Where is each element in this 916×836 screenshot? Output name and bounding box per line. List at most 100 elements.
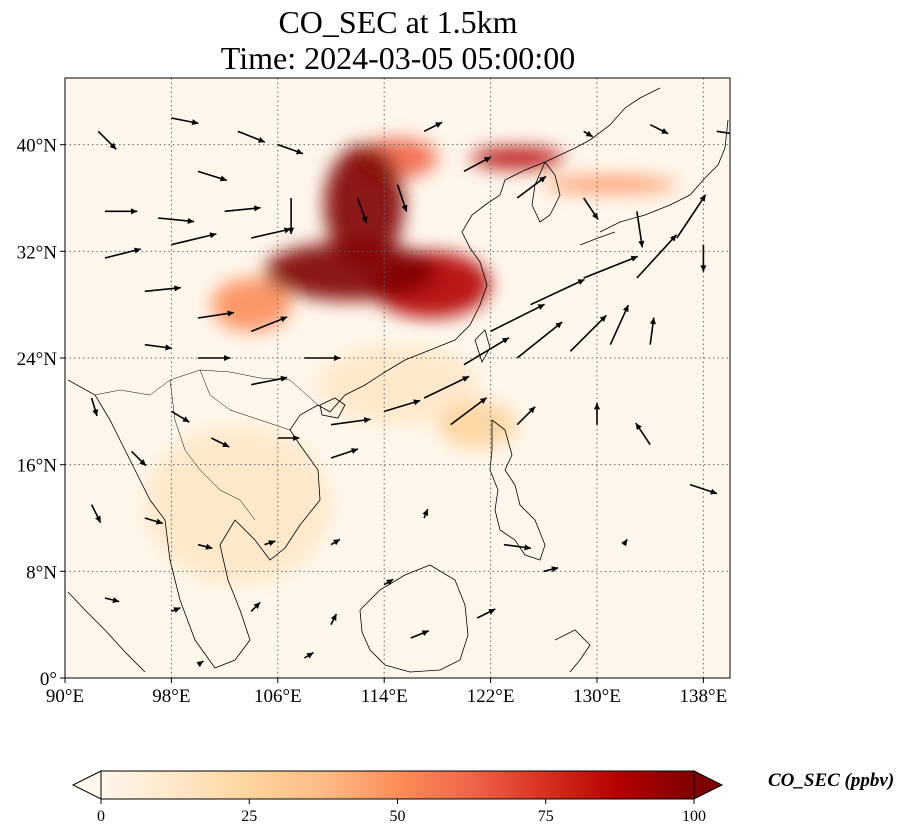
wind-arrow [583, 197, 599, 221]
wind-arrow [197, 543, 213, 550]
co-plume [543, 176, 677, 193]
wind-arrow [303, 651, 314, 659]
y-tick-label: 24°N [17, 349, 58, 370]
wind-arrow [237, 130, 266, 143]
wind-arrow [171, 606, 181, 613]
colorbar-gradient [100, 770, 695, 800]
wind-arrow [621, 538, 628, 547]
longitude-ticks: 90°E 98°E 106°E 114°E 122°E 130°E 138°E [46, 678, 727, 707]
coastline-japan [579, 119, 729, 246]
co-plume [470, 147, 564, 169]
colorbar-extend-max [693, 770, 724, 800]
wind-arrow [97, 130, 117, 150]
map-frame [64, 77, 731, 679]
wind-arrow [463, 336, 510, 366]
wind-arrow [530, 278, 585, 306]
wind-arrow [689, 483, 718, 495]
co-plume [324, 144, 405, 265]
title-variable: CO_SEC at 1.5km [278, 4, 518, 40]
wind-arrow [250, 316, 288, 333]
wind-arrow [277, 143, 304, 155]
y-tick-label: 40°N [17, 136, 58, 157]
colorbar-ticks: 0 25 50 75 100 [97, 799, 706, 825]
wind-arrow [463, 156, 492, 173]
wind-arrow [423, 121, 443, 133]
wind-arrow [423, 375, 470, 399]
wind-arrow [636, 211, 645, 248]
x-tick-label: 114°E [361, 686, 408, 707]
colorbar: 0 25 50 75 100 [71, 770, 724, 825]
wind-arrow [171, 117, 199, 126]
wind-arrow [609, 304, 630, 345]
coastline-borneo [359, 564, 469, 673]
wind-arrow [277, 434, 300, 442]
wind-arrow [569, 314, 607, 352]
wind-arrow [197, 310, 235, 319]
colorbar-tick-label: 0 [97, 808, 105, 825]
wind-arrow [396, 184, 408, 212]
wind-arrow [410, 630, 430, 639]
coastline-korea [531, 161, 561, 223]
wind-arrow [330, 448, 359, 459]
wind-arrow [356, 197, 368, 224]
colorbar-tick-label: 100 [682, 808, 706, 825]
co-plume [317, 344, 478, 425]
wind-arrow [251, 227, 291, 239]
colorbar-extend-min [71, 770, 102, 800]
wind-arrow [196, 660, 204, 668]
colorbar-tick-label: 75 [538, 808, 554, 825]
wind-arrow [330, 417, 371, 426]
x-tick-label: 138°E [680, 686, 728, 707]
wind-arrow [170, 410, 190, 423]
wind-arrow [90, 504, 102, 524]
gridlines [65, 78, 730, 678]
wind-arrow [676, 194, 707, 239]
wind-arrow [543, 566, 559, 573]
wind-arrow [330, 613, 338, 626]
wind-arrow [422, 508, 429, 519]
wind-arrow [383, 399, 421, 413]
co-plume [437, 400, 518, 449]
y-tick-label: 8°N [26, 562, 57, 583]
wind-arrow [383, 578, 394, 586]
x-tick-label: 90°E [46, 686, 84, 707]
wind-arrow [210, 437, 230, 448]
wind-arrow [250, 601, 261, 612]
wind-arrow [490, 303, 545, 333]
co-plume [211, 278, 292, 332]
wind-arrow [516, 175, 547, 199]
wind-arrow [503, 543, 532, 551]
y-tick-label: 16°N [17, 456, 58, 477]
wind-arrow [144, 343, 172, 351]
wind-arrow [649, 123, 669, 135]
coastline-sumatra [67, 591, 146, 673]
wind-arrow [450, 397, 488, 426]
title-time: Time: 2024-03-05 05:00:00 [220, 40, 576, 76]
wind-vectors [90, 117, 730, 668]
y-tick-label: 0° [40, 669, 57, 690]
coastline-hainan [319, 397, 346, 419]
wind-arrow [636, 234, 678, 279]
border-lines [94, 369, 319, 521]
coastline-sulawesi [554, 629, 591, 673]
wind-arrow [304, 354, 341, 362]
wind-arrow [144, 517, 164, 525]
co-concentration-field [144, 138, 677, 585]
wind-arrow [516, 321, 563, 359]
y-tick-label: 32°N [17, 242, 58, 263]
wind-arrow [104, 247, 142, 259]
wind-arrow [104, 208, 138, 215]
x-tick-label: 130°E [573, 686, 621, 707]
wind-arrow [197, 170, 228, 182]
x-tick-label: 122°E [467, 686, 515, 707]
colorbar-label: CO_SEC (ppbv) [768, 770, 895, 791]
x-tick-label: 106°E [254, 686, 302, 707]
wind-arrow [224, 205, 261, 213]
colorbar-tick-label: 50 [390, 808, 406, 825]
wind-arrow [649, 317, 656, 345]
wind-arrow [158, 217, 195, 225]
colorbar-tick-label: 25 [241, 808, 257, 825]
wind-arrow [104, 597, 120, 604]
wind-arrow [583, 255, 638, 279]
